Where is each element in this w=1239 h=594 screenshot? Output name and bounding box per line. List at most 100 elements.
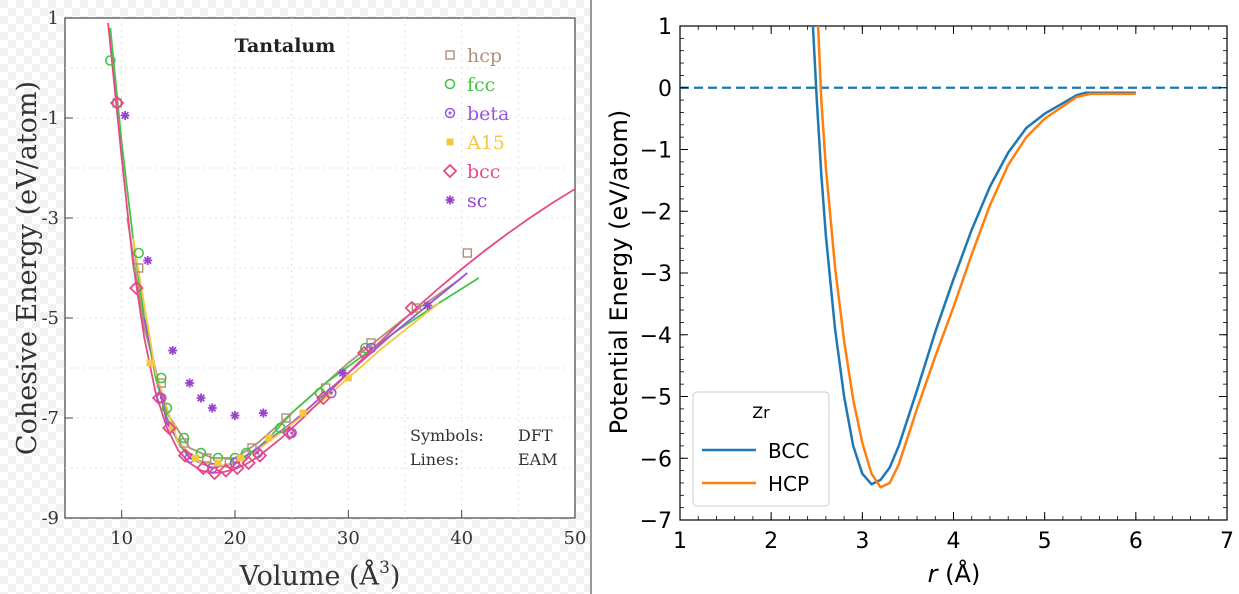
- left-axis-ticks: 10 20 30 40 50 1 -1 -3 -5 -7 -9: [41, 8, 586, 549]
- right-x-tick-label: 6: [1129, 529, 1143, 554]
- dft-point-a15: [237, 454, 245, 462]
- left-x-axis-label: Volume (Å3): [239, 558, 401, 592]
- legend-marker-fcc: [444, 78, 456, 90]
- dft-point-hcp: [156, 378, 167, 388]
- dft-point-hcp: [462, 248, 473, 258]
- legend-marker-sc: [445, 195, 455, 205]
- right-y-tick-label: −5: [640, 386, 672, 411]
- right-y-tick-label: 1: [658, 15, 672, 40]
- left-y-tick-label: -9: [41, 508, 59, 529]
- legend-label-bcc: bcc: [467, 161, 500, 183]
- right-x-axis-label-unit: (Å): [938, 559, 981, 588]
- note-symbols-value: DFT: [518, 426, 553, 445]
- right-y-tick-label: −4: [640, 324, 672, 349]
- right-y-tick-label: −6: [640, 447, 672, 472]
- dft-point-a15: [214, 459, 222, 467]
- dft-point-fcc: [178, 432, 190, 444]
- left-legend: hcp fcc beta A15 bcc sc: [442, 45, 509, 212]
- left-x-tick-label: 10: [110, 528, 133, 549]
- dft-point-fcc: [156, 372, 167, 384]
- dft-point-bcc: [161, 420, 177, 436]
- dft-point-a15: [344, 374, 352, 382]
- dft-point-hcp: [179, 438, 189, 448]
- dft-point-bcc: [229, 460, 245, 476]
- legend-label-hcp: hcp: [467, 45, 502, 67]
- left-y-tick-label: -3: [41, 208, 59, 229]
- series-line-bcc: [811, 26, 1136, 486]
- left-x-tick-label: 20: [224, 528, 247, 549]
- left-dft-markers: [105, 55, 473, 481]
- right-x-tick-label: 3: [855, 529, 869, 554]
- dft-point-sc: [423, 301, 433, 310]
- dft-point-bcc: [195, 460, 211, 476]
- left-y-axis-label: Cohesive Energy (eV/atom): [12, 81, 43, 455]
- left-y-tick-label: 1: [48, 8, 59, 29]
- dft-point-bcc: [252, 448, 268, 463]
- left-x-tick-label: 30: [337, 528, 360, 549]
- dft-point-bcc: [316, 390, 331, 406]
- dft-point-bcc: [207, 465, 222, 481]
- dft-point-sc: [258, 408, 268, 418]
- dft-point-bcc: [177, 448, 193, 463]
- legend-marker-a15: [446, 138, 454, 146]
- dft-point-fcc: [105, 55, 116, 66]
- right-series-lines: [680, 26, 1227, 489]
- right-y-tick-label: −3: [640, 262, 672, 287]
- dft-point-hcp: [411, 303, 422, 313]
- dft-point-bcc: [129, 280, 144, 296]
- dft-point-bcc: [218, 463, 234, 478]
- left-x-axis-label-sup: 3: [379, 558, 390, 578]
- dft-point-sc: [207, 403, 217, 413]
- note-lines-value: EAM: [518, 450, 558, 469]
- dft-point-a15: [299, 409, 307, 417]
- dft-point-sc: [185, 378, 195, 388]
- right-x-tick-label: 4: [947, 529, 961, 554]
- right-legend-box: [692, 391, 830, 507]
- dft-point-fcc: [241, 447, 252, 459]
- dft-point-a15: [265, 434, 273, 442]
- dft-point-bcc: [356, 345, 372, 361]
- dft-point-hcp: [112, 98, 122, 108]
- right-x-axis-label: r (Å): [928, 559, 981, 588]
- dft-point-sc: [143, 256, 153, 265]
- right-axis-ticks: 1 2 3 4 5 6 7 1 0 −1 −2 −3 −4 −5 −6 −7: [640, 15, 1234, 554]
- right-y-tick-label: −2: [640, 200, 672, 225]
- dft-point-fcc: [133, 247, 144, 259]
- left-y-tick-label: -7: [41, 408, 59, 429]
- legend-label-bcc: BCC: [768, 439, 809, 463]
- left-x-axis-label-close: ): [390, 561, 401, 592]
- dft-point-a15: [146, 359, 154, 367]
- right-legend: Zr BCC HCP: [692, 391, 830, 507]
- right-chart: 1 2 3 4 5 6 7 1 0 −1 −2 −3 −4 −5 −6 −7 Zr BCC HCP Poten…: [605, 15, 1234, 588]
- dft-point-bcc: [404, 300, 420, 316]
- dft-point-bcc: [151, 390, 167, 406]
- legend-marker-bcc: [442, 163, 458, 179]
- series-line-hcp: [816, 26, 1136, 489]
- left-y-tick-label: -1: [41, 108, 59, 129]
- legend-label-sc: sc: [467, 190, 487, 212]
- dft-point-fcc: [195, 447, 207, 459]
- dft-point-hcp: [281, 413, 291, 423]
- dft-point-bcc: [241, 455, 256, 471]
- right-y-tick-label: −7: [640, 509, 672, 534]
- eam-line-bcc: [107, 22, 575, 474]
- legend-label-a15: A15: [466, 132, 505, 154]
- left-x-tick-label: 50: [564, 528, 587, 549]
- legend-marker-hcp: [445, 50, 455, 60]
- legend-marker-beta: [444, 107, 456, 119]
- right-y-tick-label: −1: [640, 139, 672, 164]
- dft-point-fcc: [161, 402, 173, 414]
- dft-point-sc: [168, 346, 178, 355]
- dft-point-sc: [338, 368, 348, 378]
- dft-point-a15: [191, 454, 199, 462]
- right-x-tick-label: 1: [673, 529, 687, 554]
- left-chart-title: Tantalum: [235, 35, 336, 57]
- note-symbols-label: Symbols:: [410, 426, 484, 445]
- dft-point-beta: [326, 387, 337, 399]
- dft-point-hcp: [133, 263, 144, 273]
- legend-label-beta: beta: [467, 103, 509, 125]
- right-x-tick-label: 7: [1220, 529, 1234, 554]
- left-x-axis-label-main: Volume (Å: [239, 559, 380, 592]
- right-x-axis-label-var: r: [928, 560, 940, 588]
